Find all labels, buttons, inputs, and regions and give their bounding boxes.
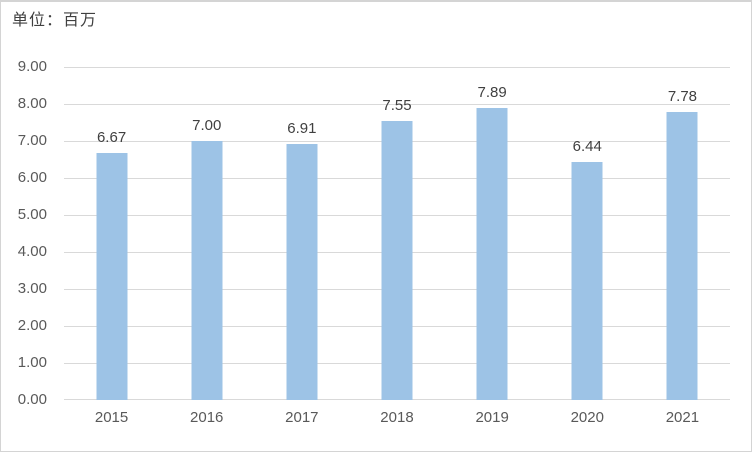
bar-value-label: 7.55 bbox=[382, 97, 412, 114]
y-tick-label: 1.00 bbox=[17, 354, 47, 371]
bar-slot: 6.44 bbox=[540, 67, 635, 400]
bar-slot: 7.89 bbox=[445, 67, 540, 400]
gridline bbox=[64, 104, 730, 105]
bar-2020 bbox=[571, 162, 603, 400]
bar-value-label: 7.78 bbox=[667, 88, 698, 105]
bar-2019 bbox=[476, 108, 508, 400]
y-tick-label: 0.00 bbox=[17, 391, 47, 408]
bar-value-label: 7.89 bbox=[477, 84, 507, 101]
y-tick-label: 4.00 bbox=[17, 243, 47, 260]
bar-value-label: 6.44 bbox=[572, 138, 602, 155]
bar-slot: 7.78 bbox=[635, 67, 730, 400]
x-axis: 2015 2016 2017 2018 2019 2020 2021 bbox=[64, 408, 730, 430]
bar-2018 bbox=[381, 121, 413, 400]
y-tick-label: 2.00 bbox=[17, 317, 47, 334]
y-tick-label: 5.00 bbox=[17, 206, 47, 223]
bar-value-label: 7.00 bbox=[192, 117, 222, 134]
x-tick-label: 2021 bbox=[665, 409, 700, 426]
bar-slot: 6.67 bbox=[64, 67, 159, 400]
y-tick-label: 3.00 bbox=[17, 280, 47, 297]
unit-label: 单位：百万 bbox=[12, 12, 98, 29]
y-axis: 9.00 8.00 7.00 6.00 5.00 4.00 3.00 2.00 1.00 0.00 bbox=[1, 58, 47, 408]
y-tick-label: 6.00 bbox=[17, 169, 47, 186]
bar-2016 bbox=[191, 141, 223, 400]
x-tick-label: 2020 bbox=[570, 409, 604, 426]
y-tick-label: 7.00 bbox=[17, 132, 47, 149]
y-tick-label: 9.00 bbox=[17, 58, 47, 75]
y-tick-label: 8.00 bbox=[17, 95, 47, 112]
bar-slot: 7.55 bbox=[349, 67, 444, 400]
bar-value-label: 6.91 bbox=[287, 120, 317, 137]
bars-layer: 6.67 7.00 6.91 7.55 7.89 6.44 7.78 bbox=[64, 67, 730, 400]
x-tick-label: 2015 bbox=[94, 409, 129, 426]
bar-2015 bbox=[96, 153, 128, 400]
bar-slot: 6.91 bbox=[254, 67, 349, 400]
plot-area: 6.67 7.00 6.91 7.55 7.89 6.44 7.78 bbox=[64, 67, 730, 400]
x-tick-label: 2019 bbox=[475, 409, 509, 426]
x-tick-label: 2016 bbox=[190, 409, 224, 426]
x-tick-label: 2018 bbox=[380, 409, 414, 426]
bar-2017 bbox=[286, 144, 318, 400]
x-tick-label: 2017 bbox=[285, 409, 319, 426]
bar-value-label: 6.67 bbox=[96, 129, 127, 146]
gridline bbox=[64, 67, 730, 68]
bar-2021 bbox=[666, 112, 698, 400]
bar-slot: 7.00 bbox=[159, 67, 254, 400]
